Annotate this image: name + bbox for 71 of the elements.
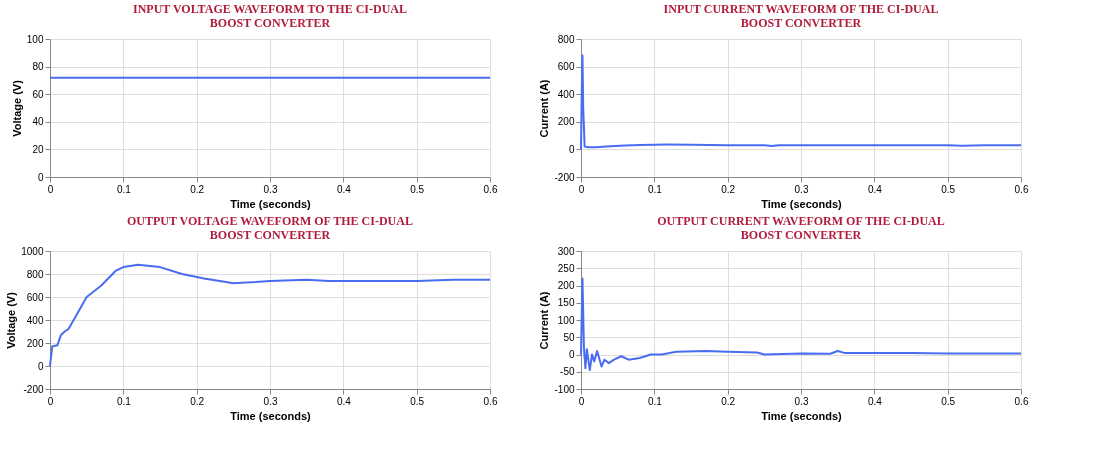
- chart-title: OUTPUT VOLTAGE WAVEFORM OF THE CI-DUAL BOOST CONVERTER: [127, 214, 413, 242]
- x-tick-label: 0.4: [336, 395, 352, 407]
- y-tick-label: 0: [568, 143, 575, 155]
- x-axis-title: Time (seconds): [761, 197, 843, 210]
- x-tick-label: 0.3: [263, 183, 278, 195]
- x-tick-label: 0.6: [1014, 183, 1029, 195]
- x-tick-label: 0.2: [190, 183, 205, 195]
- y-tick-label: 300: [557, 245, 575, 257]
- x-axis-title: Time (seconds): [230, 197, 312, 210]
- x-tick-label: 0: [578, 183, 585, 195]
- x-tick-label: 0: [47, 395, 54, 407]
- x-tick-label: 0.1: [647, 183, 663, 195]
- x-tick-label: 0.6: [483, 183, 498, 195]
- x-tick-label: 0.1: [647, 395, 663, 407]
- y-axis-title: Current (A): [538, 291, 551, 350]
- y-axis-title: Voltage (V): [5, 291, 18, 349]
- y-tick-label: 60: [32, 88, 44, 100]
- y-tick-label: 800: [26, 268, 44, 280]
- x-tick-label: 0.5: [410, 183, 425, 195]
- x-tick-label: 0.5: [941, 183, 956, 195]
- y-tick-label: 20: [32, 143, 44, 155]
- line-series: [580, 277, 1022, 372]
- y-tick-label: -200: [23, 383, 44, 395]
- x-tick-label: 0: [578, 395, 585, 407]
- y-tick-label: 80: [32, 61, 44, 73]
- line-series: [580, 54, 1022, 151]
- y-tick-label: 0: [37, 171, 44, 183]
- x-tick-label: 0.5: [941, 395, 956, 407]
- x-tick-label: 0.4: [336, 183, 352, 195]
- y-tick-label: 100: [557, 314, 575, 326]
- y-tick-label: 600: [26, 291, 44, 303]
- y-tick-label: 1000: [21, 245, 44, 257]
- x-tick-label: 0.3: [794, 183, 809, 195]
- x-tick-label: 0.2: [721, 183, 736, 195]
- y-tick-label: 100: [26, 33, 44, 45]
- y-tick-label: 50: [563, 331, 575, 343]
- x-tick-label: 0.5: [410, 395, 425, 407]
- x-tick-label: 0.3: [794, 395, 809, 407]
- x-tick-label: 0.3: [263, 395, 278, 407]
- y-tick-label: 0: [37, 360, 44, 372]
- x-tick-label: 0.1: [116, 395, 132, 407]
- x-tick-label: 0.6: [1014, 395, 1029, 407]
- y-tick-label: 40: [32, 116, 44, 128]
- y-tick-label: 250: [557, 262, 575, 274]
- y-tick-label: -200: [554, 171, 575, 183]
- x-tick-label: 0.2: [190, 395, 205, 407]
- x-axis-title: Time (seconds): [230, 409, 312, 422]
- x-axis-title: Time (seconds): [761, 409, 843, 422]
- y-tick-label: 400: [557, 88, 575, 100]
- line-series: [49, 263, 491, 367]
- y-tick-label: 0: [568, 349, 575, 360]
- y-tick-label: 200: [26, 337, 44, 349]
- y-tick-label: 800: [557, 33, 575, 45]
- y-tick-label: 200: [557, 280, 575, 291]
- y-axis-title: Voltage (V): [10, 79, 23, 137]
- x-tick-label: 0.4: [867, 395, 883, 407]
- x-tick-label: 0.4: [867, 183, 883, 195]
- chart-title: OUTPUT CURRENT WAVEFORM OF THE CI-DUAL BOOST CONVERTER: [657, 214, 945, 242]
- chart-title: INPUT CURRENT WAVEFORM OF THE CI-DUAL BOOST CONVERTER: [663, 2, 939, 30]
- x-tick-label: 0.1: [116, 183, 132, 195]
- y-tick-label: -100: [554, 383, 575, 395]
- y-tick-label: -50: [560, 366, 575, 378]
- y-tick-label: 400: [26, 314, 44, 326]
- y-tick-label: 200: [557, 116, 575, 128]
- y-axis-title: Current (A): [538, 79, 551, 138]
- x-tick-label: 0: [47, 183, 54, 195]
- x-tick-label: 0.6: [483, 395, 498, 407]
- y-tick-label: 150: [557, 297, 575, 309]
- chart-title: INPUT VOLTAGE WAVEFORM TO THE CI-DUAL BOOST CONVERTER: [133, 2, 407, 30]
- y-tick-label: 600: [557, 61, 575, 73]
- x-tick-label: 0.2: [721, 395, 736, 407]
